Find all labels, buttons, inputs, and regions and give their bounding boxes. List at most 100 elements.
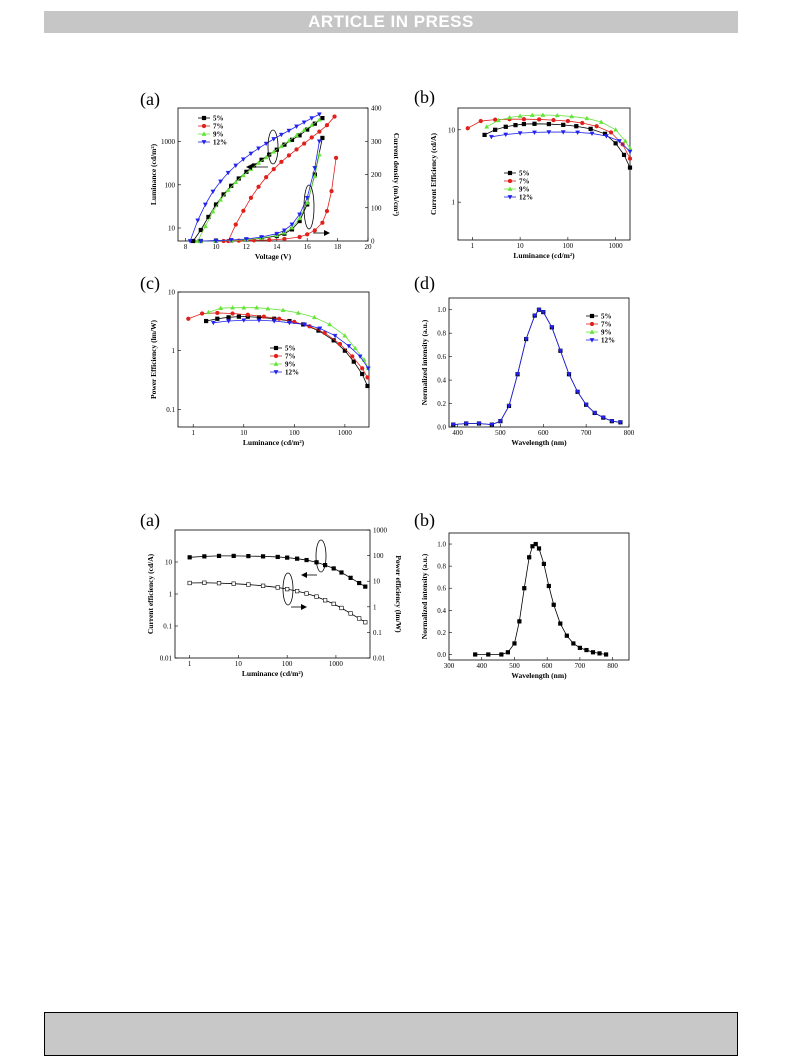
data-point <box>263 141 269 147</box>
plot-frame <box>177 291 370 428</box>
data-point <box>617 420 623 425</box>
data-point <box>608 130 614 135</box>
data-point <box>226 315 231 320</box>
data-point <box>202 554 207 559</box>
data-point <box>230 305 235 310</box>
data-point <box>240 172 246 178</box>
x-tick-label: 100 <box>282 660 293 668</box>
data-point <box>240 157 246 162</box>
data-point <box>275 554 280 560</box>
data-point <box>536 307 542 313</box>
y-tick-label: 0.4 <box>437 377 446 385</box>
data-point <box>365 383 370 389</box>
data-point <box>210 208 216 214</box>
data-point <box>309 135 314 140</box>
data-point <box>274 231 280 237</box>
data-point <box>365 366 371 371</box>
data-point <box>273 370 279 375</box>
y-tick-label: 0.8 <box>437 563 446 571</box>
series-9% <box>198 151 322 243</box>
series-12% <box>488 130 633 155</box>
legend-label: 9% <box>213 131 224 139</box>
arrow-head <box>301 572 307 578</box>
data-point <box>352 345 358 351</box>
x-tick-label: 10 <box>240 429 248 437</box>
y-tick-label: 0.2 <box>437 400 446 408</box>
y-tick-label: 1.0 <box>437 306 446 314</box>
data-point <box>309 122 315 127</box>
data-point <box>546 130 552 135</box>
data-point <box>199 311 205 316</box>
x-tick-label: 10 <box>213 243 221 251</box>
series-5% <box>198 135 325 244</box>
data-point <box>236 314 241 319</box>
data-point <box>305 232 310 237</box>
x-tick-label: 800 <box>624 429 635 437</box>
data-point <box>565 118 571 124</box>
data-point <box>517 113 523 118</box>
x-tick-label: 1 <box>188 660 192 668</box>
x-tick-label: 14 <box>273 243 281 251</box>
data-point <box>476 421 482 427</box>
data-point <box>279 159 284 164</box>
data-point <box>195 218 201 224</box>
data-point <box>339 570 344 575</box>
legend-label: 12% <box>601 337 615 345</box>
x-tick-label: 8 <box>184 243 188 251</box>
data-point <box>324 123 330 128</box>
x-axis-label: Luminance (cd/m²) <box>242 669 304 678</box>
data-point <box>603 134 609 139</box>
series-7% <box>221 155 339 244</box>
data-point <box>243 237 249 242</box>
data-point <box>546 121 551 127</box>
annotations <box>246 129 330 610</box>
data-point <box>263 154 269 160</box>
data-point <box>530 544 535 549</box>
series-line <box>453 309 621 426</box>
legend-fig1a: 5%7%9%12% <box>198 115 227 147</box>
data-point <box>575 390 581 395</box>
arrow-head <box>324 230 330 236</box>
data-point <box>233 222 238 227</box>
data-point <box>575 130 581 136</box>
y-tick-label: 100 <box>165 181 176 189</box>
data-point <box>218 179 223 184</box>
figures-canvas: (a) 8 10 12 14 16 18 20 10 100 1000 0 100 200 300 400 Vo… <box>140 87 635 680</box>
data-point <box>236 176 241 181</box>
y-tick-label: 1 <box>169 591 173 599</box>
data-point <box>603 652 609 657</box>
panel-label: (c) <box>140 273 160 294</box>
data-point <box>317 326 323 331</box>
data-point <box>597 651 602 656</box>
data-point <box>521 117 527 122</box>
x-tick-label: 18 <box>334 243 342 251</box>
data-point <box>360 371 365 377</box>
y-tick-label: 0.0 <box>437 651 446 659</box>
data-point <box>213 238 219 244</box>
series-line <box>491 131 631 152</box>
data-point <box>285 587 290 592</box>
data-point <box>488 134 494 140</box>
legend-label: 5% <box>285 345 296 353</box>
y2-tick-label: 300 <box>371 138 382 146</box>
series-line <box>453 309 621 426</box>
data-point <box>621 152 627 157</box>
x-tick-label: 100 <box>563 242 574 250</box>
x-tick-label: 600 <box>538 429 549 437</box>
data-point <box>331 601 336 606</box>
data-point <box>584 115 590 121</box>
chart-fig2b: (b) 300 400 500 600 700 800 0.0 0.2 0.4 0.6 0.8 1.0 W… <box>414 510 630 680</box>
x-tick-label: 700 <box>575 662 586 670</box>
y-tick-label: 0.0 <box>437 424 446 432</box>
y2-tick-label: 200 <box>371 171 382 179</box>
data-point <box>241 305 247 310</box>
data-point <box>302 322 308 328</box>
y2-tick-label: 1000 <box>373 527 388 535</box>
data-point <box>316 151 322 157</box>
series-9% <box>195 117 322 243</box>
data-point <box>304 195 310 201</box>
data-point <box>357 580 362 586</box>
data-point <box>198 227 203 233</box>
